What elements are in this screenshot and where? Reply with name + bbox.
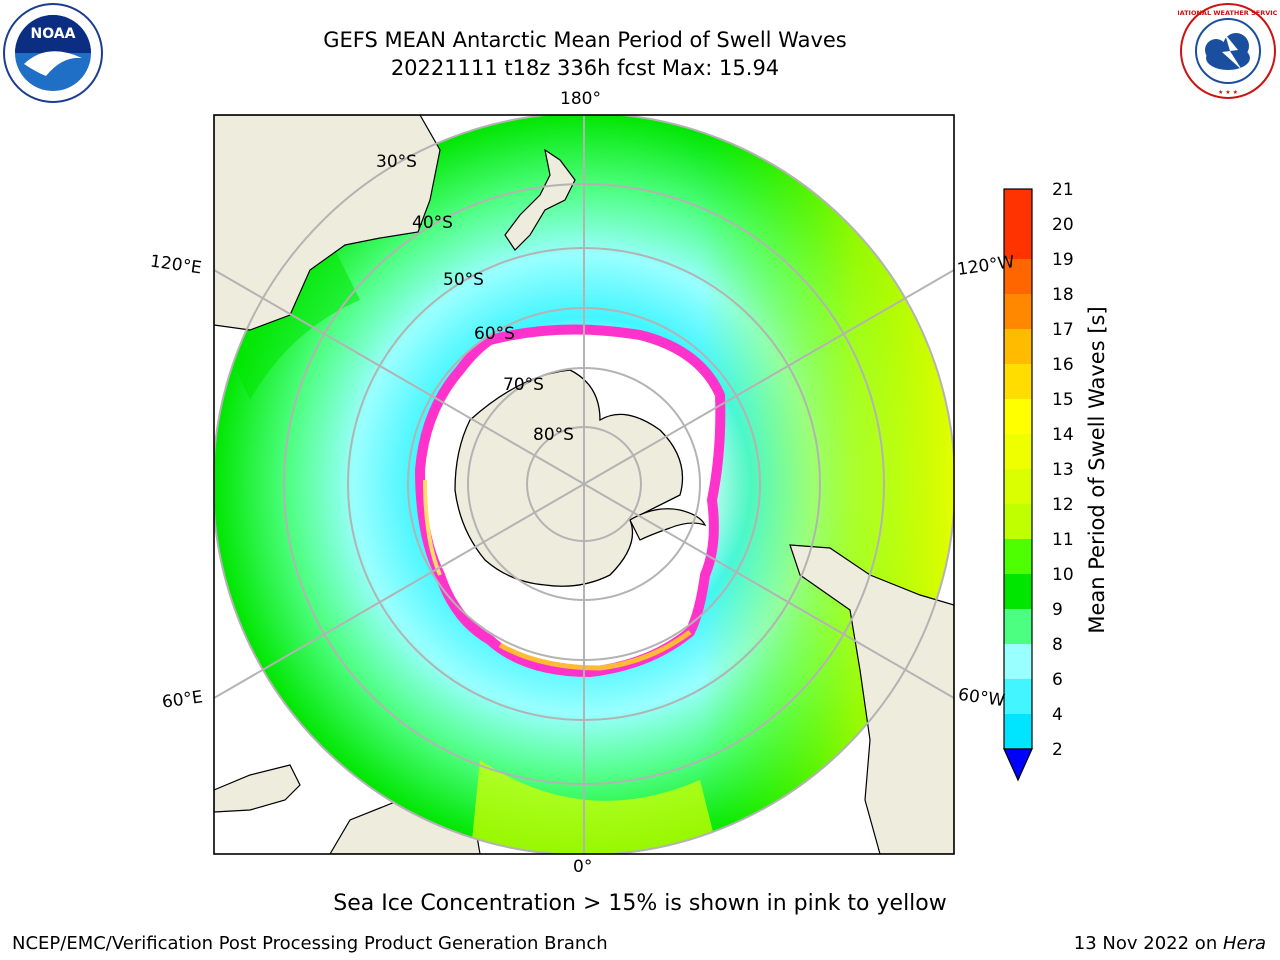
madagascar-land	[214, 764, 301, 813]
colorbar-tick: 11	[1052, 530, 1074, 550]
colorbar-tick: 12	[1052, 495, 1074, 515]
colorbar-tick: 6	[1052, 670, 1063, 690]
graticule	[214, 115, 954, 854]
nws-logo: ★ ★ ★ NATIONAL WEATHER SERVICE	[1178, 3, 1278, 99]
colorbar-tick: 18	[1052, 285, 1074, 305]
colorbar-tick: 19	[1052, 250, 1074, 270]
nws-logo-text: NATIONAL WEATHER SERVICE	[1178, 9, 1278, 17]
antarctic-peninsula-land	[629, 508, 707, 541]
colorbar-tick: 2	[1052, 740, 1063, 760]
colorbar-tick: 10	[1052, 565, 1074, 585]
footer-date: 13 Nov 2022 on Hera	[1074, 933, 1266, 954]
map-frame	[213, 114, 955, 855]
colorbar-tick: 9	[1052, 600, 1063, 620]
lat-label-60s: 60°S	[474, 324, 515, 344]
colorbar-tick: 20	[1052, 215, 1074, 235]
new-zealand-land	[504, 148, 576, 251]
chart-title: GEFS MEAN Antarctic Mean Period of Swell…	[323, 28, 847, 52]
footer-date-text: 13 Nov 2022 on	[1073, 933, 1223, 954]
footer-machine: Hera	[1222, 933, 1266, 954]
colorbar-tick: 15	[1052, 390, 1074, 410]
colorbar-tick: 8	[1052, 635, 1063, 655]
colorbar-title: Mean Period of Swell Waves [s]	[1085, 306, 1109, 634]
lat-label-40s: 40°S	[412, 213, 453, 233]
colorbar-extend-min	[1003, 748, 1033, 782]
lat-label-80s: 80°S	[533, 425, 574, 445]
lon-label-180: 180°	[560, 89, 601, 109]
colorbar-tick: 13	[1052, 460, 1074, 480]
colorbar-tick: 4	[1052, 705, 1063, 725]
lat-label-30s: 30°S	[376, 152, 417, 172]
lon-label-0: 0°	[573, 857, 593, 877]
noaa-logo: NOAA	[3, 3, 103, 103]
sea-ice-note: Sea Ice Concentration > 15% is shown in …	[333, 891, 947, 916]
colorbar-tick: 17	[1052, 320, 1074, 340]
colorbar-tick: 21	[1052, 180, 1074, 200]
colorbar-tick: 16	[1052, 355, 1074, 375]
colorbar	[1003, 188, 1033, 782]
svg-text:★ ★ ★: ★ ★ ★	[1218, 89, 1238, 96]
colorbar-tick: 14	[1052, 425, 1074, 445]
chart-subtitle: 20221111 t18z 336h fcst Max: 15.94	[390, 56, 780, 80]
lat-label-70s: 70°S	[503, 375, 544, 395]
noaa-logo-text: NOAA	[31, 26, 76, 42]
lat-label-50s: 50°S	[443, 270, 484, 290]
footer-credit: NCEP/EMC/Verification Post Processing Pr…	[12, 933, 608, 954]
